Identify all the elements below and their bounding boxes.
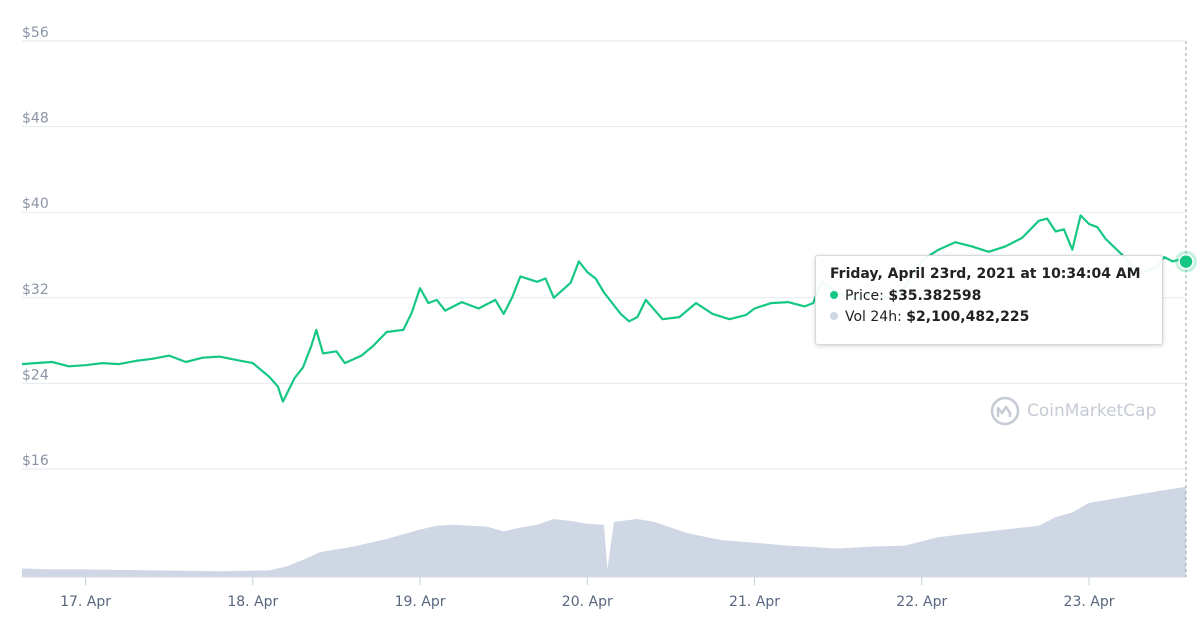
x-tick-label: 17. Apr (60, 594, 111, 610)
tooltip-price-label: Price: (845, 288, 884, 304)
hover-point[interactable] (1178, 253, 1194, 270)
coinmarketcap-watermark: CoinMarketCap (990, 396, 1156, 426)
price-line (21, 214, 1187, 403)
watermark-text: CoinMarketCap (1027, 401, 1157, 421)
tooltip-price-row: Price: $35.382598 (830, 286, 1148, 307)
grid (22, 40, 1186, 470)
tooltip-volume-value: $2,100,482,225 (906, 309, 1030, 325)
x-tick-label: 20. Apr (562, 594, 613, 610)
x-axis-ticks: 17. Apr 18. Apr 19. Apr 20. Apr 21. Apr 22. A… (22, 576, 1186, 610)
x-tick-label: 18. Apr (227, 594, 278, 610)
x-tick-label: 23. Apr (1064, 594, 1115, 610)
x-tick-label: 19. Apr (395, 594, 446, 610)
tooltip-title: Friday, April 23rd, 2021 at 10:34:04 AM (830, 266, 1141, 282)
coinmarketcap-logo-icon (990, 396, 1020, 426)
price-legend-dot (830, 291, 838, 299)
volume-area (22, 486, 1186, 577)
y-axis-ticks: $56 $48 $40 $32 $24 $16 (22, 25, 49, 469)
volume-legend-dot (830, 312, 838, 320)
tooltip-price-value: $35.382598 (888, 288, 982, 304)
y-tick-label: $24 (22, 367, 49, 383)
tooltip: Friday, April 23rd, 2021 at 10:34:04 AM … (815, 255, 1163, 345)
y-tick-label: $48 (22, 111, 49, 127)
price-series (21, 214, 1187, 403)
tooltip-volume-row: Vol 24h: $2,100,482,225 (830, 307, 1148, 328)
x-tick-label: 21. Apr (729, 594, 780, 610)
y-tick-label: $40 (22, 196, 49, 212)
volume-area-path (22, 486, 1186, 577)
x-tick-label: 22. Apr (896, 594, 947, 610)
y-tick-label: $32 (22, 282, 49, 298)
tooltip-volume-label: Vol 24h: (845, 309, 902, 325)
y-tick-label: $16 (22, 453, 49, 469)
y-tick-label: $56 (22, 25, 49, 41)
